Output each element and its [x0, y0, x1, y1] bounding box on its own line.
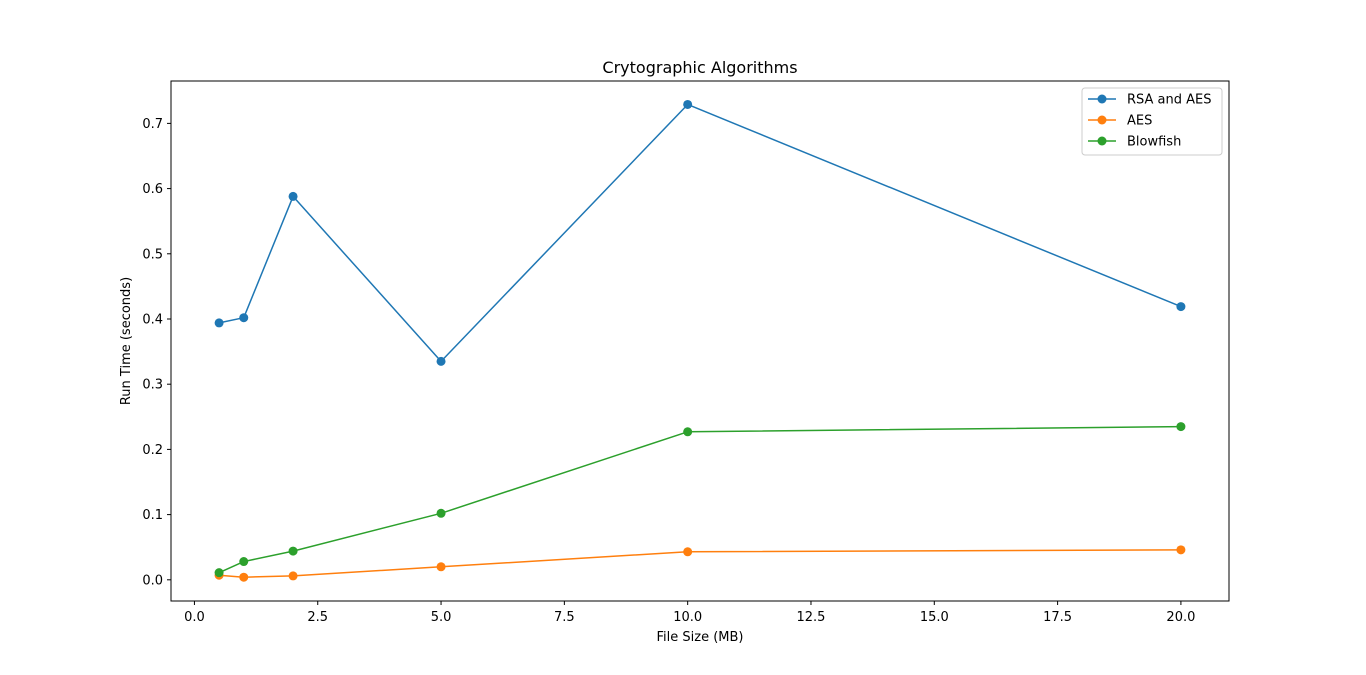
- y-tick-label: 0.6: [142, 182, 163, 197]
- data-point: [214, 318, 224, 328]
- legend-item: Blowfish: [1088, 135, 1181, 150]
- data-point: [239, 572, 249, 582]
- data-point: [1176, 545, 1186, 555]
- x-tick-label: 5.0: [431, 610, 452, 625]
- legend-marker: [1097, 115, 1107, 125]
- series-line: [218, 425, 1181, 574]
- chart-title: Crytographic Algorithms: [602, 58, 797, 77]
- x-tick-label: 15.0: [920, 610, 949, 625]
- x-tick-label: 10.0: [673, 610, 702, 625]
- data-point: [239, 313, 249, 323]
- legend-marker: [1097, 94, 1107, 104]
- data-point: [1176, 302, 1186, 312]
- data-point: [683, 99, 693, 109]
- data-point: [436, 356, 446, 366]
- series-0: [214, 99, 1186, 366]
- data-point: [436, 508, 446, 518]
- legend: RSA and AES AES Blowfish: [1081, 87, 1223, 156]
- y-tick-label: 0.7: [142, 117, 163, 132]
- x-tick-label: 0.0: [184, 610, 205, 625]
- x-axis-label: File Size (MB): [657, 630, 744, 645]
- data-point: [683, 547, 693, 557]
- y-tick-label: 0.3: [142, 378, 163, 393]
- x-tick-label: 12.5: [797, 610, 826, 625]
- legend-item: RSA and AES: [1088, 93, 1212, 108]
- data-point: [288, 571, 298, 581]
- axes-frame: [170, 80, 1230, 602]
- data-point: [436, 562, 446, 572]
- legend-label: AES: [1127, 114, 1152, 129]
- data-point: [683, 427, 693, 437]
- series-2: [214, 422, 1186, 578]
- legend-item: AES: [1088, 114, 1152, 129]
- y-tick-label: 0.2: [142, 443, 163, 458]
- y-tick-label: 0.5: [142, 247, 163, 262]
- legend-box: [1081, 87, 1223, 156]
- y-axis-label: Run Time (seconds): [119, 277, 134, 405]
- y-tick-label: 0.0: [142, 573, 163, 588]
- plot-area: 0.0 2.5 5.0 7.5 10.0 12.5 15.0 17.5 20.0 0.0 0.1 0.…: [142, 80, 1230, 625]
- x-tick-label: 17.5: [1043, 610, 1072, 625]
- x-tick-label: 20.0: [1166, 610, 1195, 625]
- data-point: [214, 568, 224, 578]
- x-tick-label: 2.5: [307, 610, 328, 625]
- y-tick-label: 0.1: [142, 508, 163, 523]
- legend-label: Blowfish: [1127, 135, 1181, 150]
- legend-marker: [1097, 136, 1107, 146]
- x-tick-label: 7.5: [554, 610, 575, 625]
- data-point: [288, 191, 298, 201]
- data-point: [288, 546, 298, 556]
- legend-label: RSA and AES: [1127, 93, 1212, 108]
- y-tick-label: 0.4: [142, 312, 163, 327]
- data-point: [239, 557, 249, 567]
- data-point: [1176, 422, 1186, 432]
